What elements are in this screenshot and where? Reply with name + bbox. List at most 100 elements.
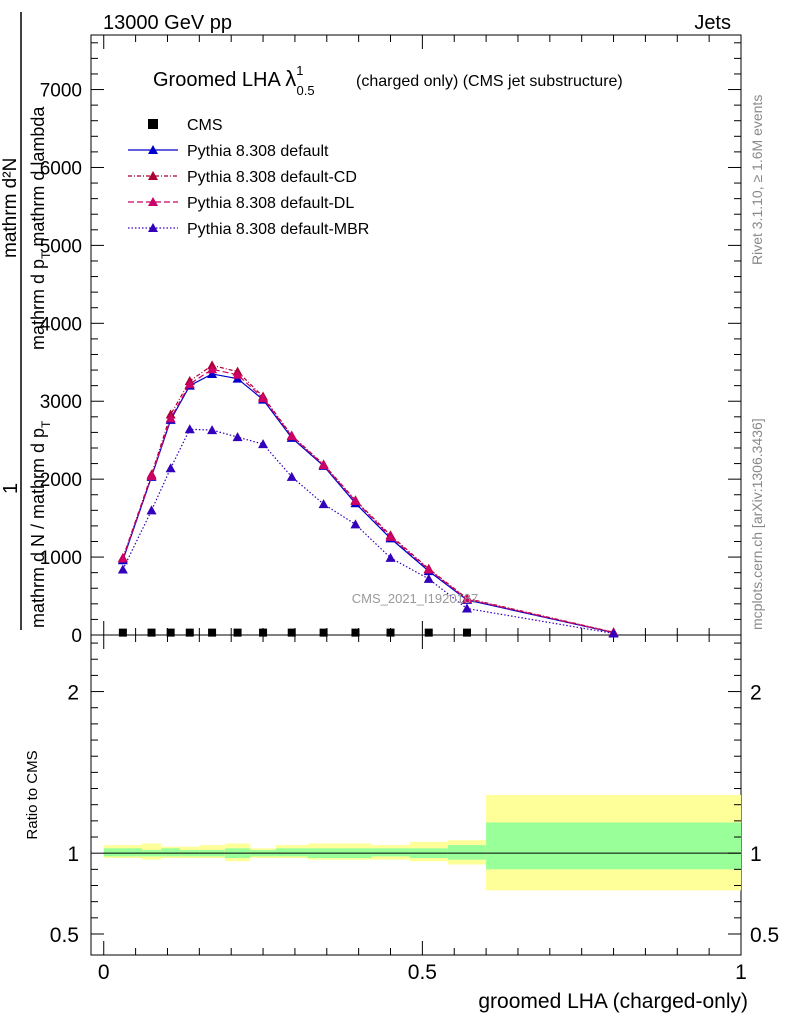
data-point	[185, 628, 194, 637]
ratio-band-green	[447, 845, 487, 860]
plot-title-lambda: λ	[285, 66, 296, 91]
main-ylabel: 1 mathrm d N / mathrm d pT mathrm d²N ma…	[0, 12, 53, 630]
header-energy: 13000 GeV pp	[103, 12, 232, 34]
legend-marker	[148, 223, 158, 232]
ylabel-numerator: mathrm d²N	[0, 158, 21, 258]
data-point	[233, 628, 242, 637]
data-point	[184, 424, 195, 434]
data-point	[117, 553, 128, 563]
series-layer	[117, 360, 619, 638]
data-point	[386, 628, 395, 637]
data-point	[461, 603, 472, 613]
data-point	[117, 564, 128, 574]
header-process: Jets	[694, 12, 731, 34]
data-point	[286, 431, 297, 441]
data-point	[423, 564, 434, 574]
legend-label: Pythia 8.308 default-MBR	[187, 221, 369, 238]
legend-item: CMS	[148, 117, 223, 134]
legend-item: Pythia 8.308 default	[128, 143, 329, 160]
data-point	[350, 519, 361, 529]
plot-title-sub: 0.5	[297, 83, 315, 98]
ratio-xtick-label: 0	[98, 961, 110, 984]
legend-label: Pythia 8.308 default	[187, 143, 329, 160]
data-point	[146, 505, 157, 515]
ratio-ytick-label: 1	[67, 843, 79, 866]
ratio-band-green	[371, 848, 410, 857]
data-point	[165, 413, 176, 423]
ylabel-denom-tail: mathrm d lambda	[28, 106, 48, 252]
main-ytick-label: 1000	[40, 548, 82, 569]
legend-item: Pythia 8.308 default-DL	[128, 195, 354, 212]
data-point	[232, 432, 243, 442]
ratio-ytick-label-right: 0.5	[750, 924, 779, 947]
legend-marker	[148, 119, 158, 129]
xlabel: groomed LHA (charged-only)	[478, 990, 748, 1013]
legend-label: Pythia 8.308 default-DL	[187, 195, 354, 212]
main-ytick-label: 7000	[40, 81, 82, 102]
rivet-label: Rivet 3.1.10, ≥ 1.6M events	[749, 95, 765, 265]
ratio-bands	[103, 795, 741, 891]
data-point	[232, 369, 243, 379]
data-point	[146, 471, 157, 481]
main-axis-ticks: 0 1000 2000 3000 4000 5000 6000 7000	[40, 35, 742, 647]
series-cms	[118, 628, 471, 637]
ylabel-denom-sub: T	[39, 251, 53, 259]
ratio-ytick-label: 2	[67, 682, 79, 705]
main-ytick-label: 4000	[40, 314, 82, 335]
mcplots-label: mcplots.cern.ch [arXiv:1306.3436]	[749, 418, 765, 630]
data-point	[166, 628, 175, 637]
data-point	[287, 628, 296, 637]
ratio-axis-ticks: 0.5 0.51 12 20 0.5 1	[50, 635, 779, 984]
ratio-ytick-label-right: 2	[750, 682, 762, 705]
ratio-ytick-label-right: 1	[750, 843, 762, 866]
data-point	[385, 531, 396, 541]
legend-label: Pythia 8.308 default-CD	[187, 169, 357, 186]
data-point	[318, 460, 329, 470]
analysis-watermark: CMS_2021_I1920187	[352, 591, 479, 606]
data-point	[258, 439, 269, 449]
data-point	[319, 628, 328, 637]
ratio-band-green	[486, 822, 741, 870]
legend-item: Pythia 8.308 default-CD	[128, 169, 357, 186]
data-point	[207, 368, 218, 378]
main-ytick-label: 6000	[40, 158, 82, 179]
main-ytick-label: 2000	[40, 470, 82, 491]
plot-title-main: Groomed LHA	[153, 69, 285, 91]
data-point	[461, 594, 472, 604]
data-point	[147, 628, 156, 637]
series-line	[122, 368, 614, 634]
ylabel-denom-text: mathrm d p	[28, 259, 48, 350]
data-point	[258, 393, 269, 403]
data-point	[207, 425, 218, 435]
plot-title-sup: 1	[296, 63, 303, 78]
legend-marker	[148, 197, 158, 206]
ratio-ytick-label: 0.5	[50, 924, 79, 947]
main-ytick-label: 3000	[40, 392, 82, 413]
data-point	[118, 628, 127, 637]
data-point	[351, 628, 360, 637]
legend: CMS Pythia 8.308 default Pythia 8.308 defa…	[128, 117, 369, 238]
ratio-xtick-label: 1	[735, 961, 747, 984]
data-point	[184, 379, 195, 389]
ylabel-frac-left: mathrm d N / mathrm d pT	[28, 420, 53, 628]
data-point	[165, 463, 176, 473]
series-pythia-8-308-default-mbr	[117, 424, 619, 638]
data-point	[608, 628, 619, 638]
data-point	[259, 628, 268, 637]
ratio-ylabel: Ratio to CMS	[24, 750, 41, 839]
ratio-band-green	[275, 848, 308, 857]
ratio-xtick-label: 0.5	[408, 961, 437, 984]
data-point	[424, 628, 433, 637]
plot-title-suffix: (charged only) (CMS jet substructure)	[356, 73, 623, 90]
data-point	[286, 471, 297, 481]
main-ytick-label: 0	[71, 626, 82, 647]
ratio-band-green	[161, 848, 181, 857]
data-point	[208, 628, 217, 637]
ylabel-frac-left-text: mathrm d N / mathrm d p	[28, 428, 48, 628]
data-point	[207, 364, 218, 374]
plot-title: Groomed LHA λ1 0.5	[153, 63, 315, 98]
main-ytick-label: 5000	[40, 236, 82, 257]
legend-marker	[148, 145, 158, 154]
legend-item: Pythia 8.308 default-MBR	[128, 221, 369, 238]
